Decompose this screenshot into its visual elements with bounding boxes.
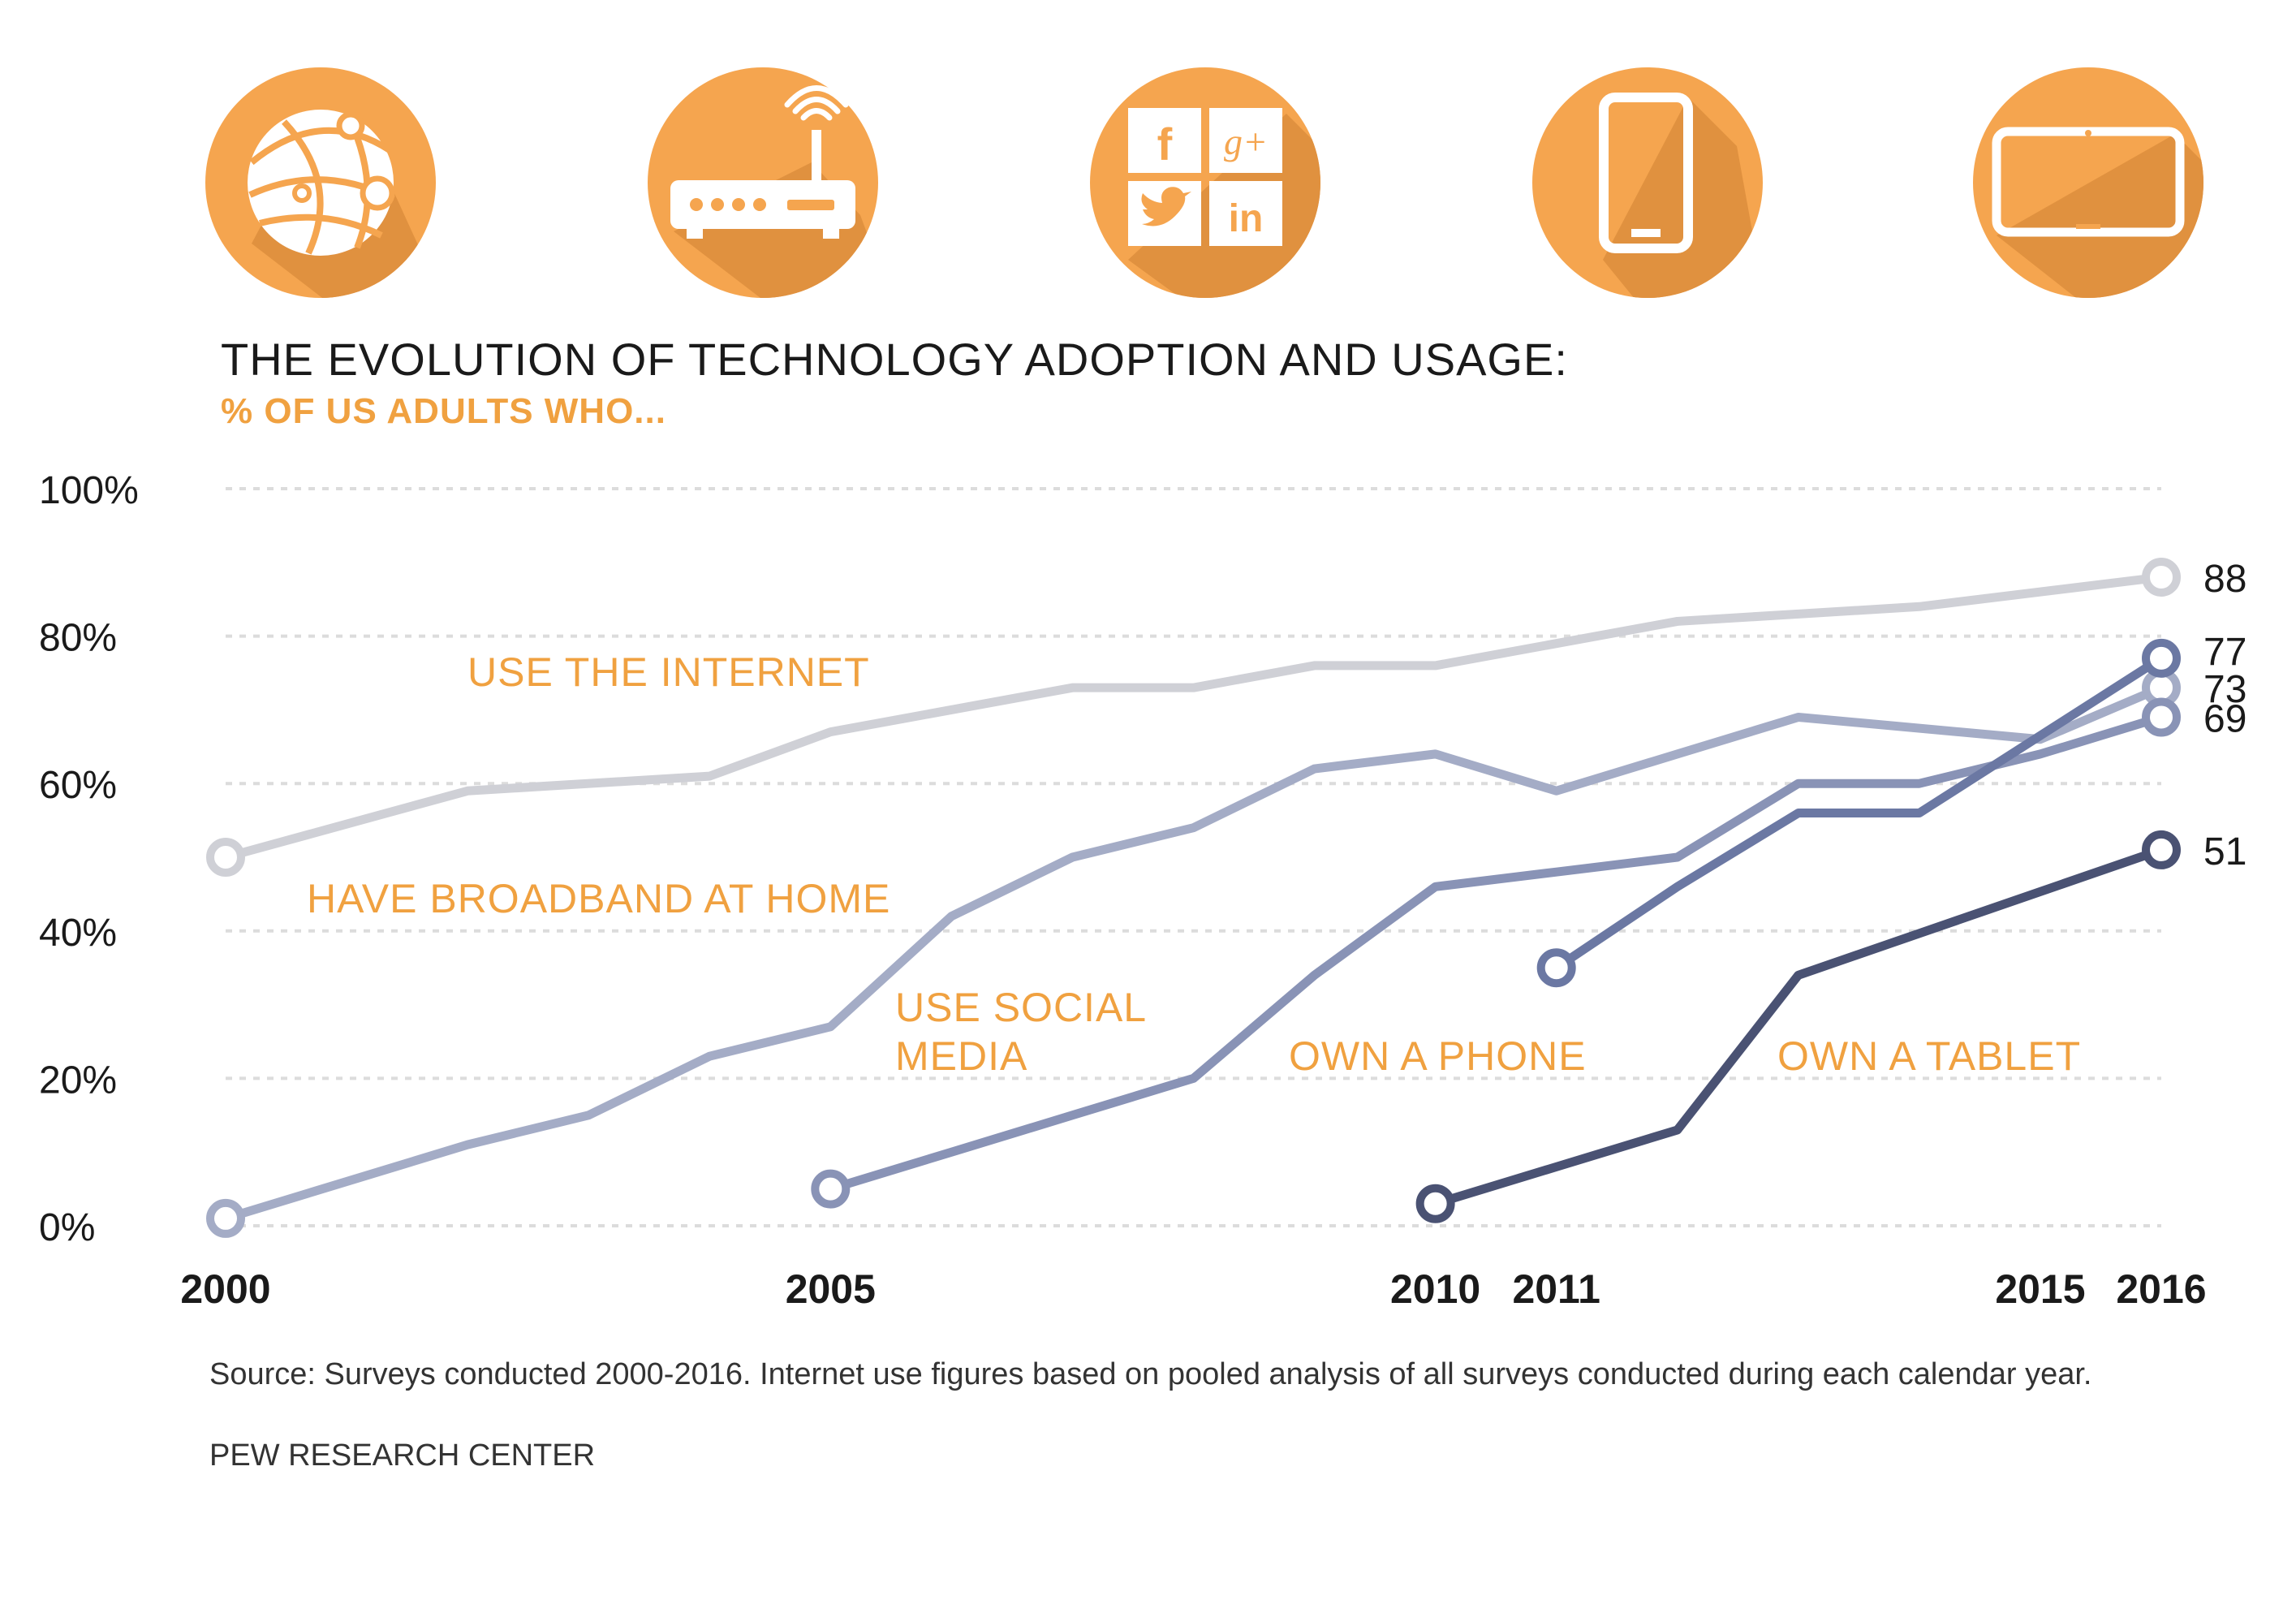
svg-text:in: in: [1229, 197, 1264, 240]
credit-line: PEW RESEARCH CENTER: [209, 1438, 596, 1473]
series-line: [221, 683, 2166, 1223]
series-end-marker: [2142, 697, 2181, 737]
series-label: HAVE BROADBAND AT HOME: [307, 876, 890, 921]
series-label: OWN A PHONE: [1289, 1033, 1587, 1079]
y-tick-label: 20%: [39, 1059, 117, 1102]
series-line: [221, 572, 2166, 862]
x-tick-label: 2016: [2116, 1266, 2206, 1312]
globe-network-icon: [205, 67, 436, 298]
series-label: USE SOCIAL MEDIA: [895, 985, 1147, 1079]
x-tick-label: 2015: [1995, 1266, 2085, 1312]
series-end-marker: [2142, 830, 2181, 869]
y-tick-label: 80%: [39, 617, 117, 660]
series-start-marker: [811, 1169, 851, 1209]
y-tick-label: 0%: [39, 1206, 95, 1249]
end-value-label: 88: [2203, 558, 2246, 601]
chart-subtitle: % OF US ADULTS WHO...: [221, 391, 666, 431]
tablet-icon: [1973, 67, 2203, 298]
x-tick-label: 2011: [1512, 1266, 1600, 1312]
y-axis-ticks: 0% 20% 40% 60% 80% 100%: [39, 469, 139, 1249]
end-value-label: 51: [2203, 830, 2246, 873]
x-tick-label: 2000: [180, 1266, 270, 1312]
series-line: [1431, 845, 2166, 1209]
y-tick-label: 100%: [39, 469, 139, 512]
gridlines: [226, 487, 2161, 1227]
end-value-label: 69: [2203, 697, 2246, 740]
series-start-marker: [206, 1198, 245, 1238]
series-labels: USE THE INTERNET HAVE BROADBAND AT HOME US…: [307, 649, 2081, 1079]
wifi-router-icon: [648, 67, 878, 298]
series-start-marker: [206, 838, 245, 877]
series-start-marker: [1536, 948, 1576, 988]
series-label: OWN A TABLET: [1777, 1033, 2081, 1079]
svg-text:g+: g+: [1224, 121, 1268, 162]
line-chart: 0%20%40%60%80%100% 2000 2005 2010 2011 2015 2…: [39, 469, 2246, 1312]
series-markers: [206, 557, 2181, 1238]
y-tick-label: 40%: [39, 912, 117, 955]
source-note: Source: Surveys conducted 2000-2016. Int…: [209, 1357, 2092, 1391]
x-axis-ticks: 2000 2005 2010 2011 2015 2016: [180, 1266, 2206, 1312]
icon-row: f g+ in: [205, 67, 2203, 298]
series-end-marker: [2142, 638, 2181, 678]
svg-text:f: f: [1157, 119, 1173, 170]
chart-title: THE EVOLUTION OF TECHNOLOGY ADOPTION AND…: [221, 334, 1568, 385]
series-start-marker: [1415, 1184, 1455, 1223]
x-tick-label: 2005: [786, 1266, 876, 1312]
end-value-label: 77: [2203, 631, 2246, 674]
series-line: [1552, 653, 2166, 973]
smartphone-icon: [1532, 67, 1763, 298]
series-label: USE THE INTERNET: [467, 649, 870, 695]
series-end-marker: [2142, 557, 2181, 597]
social-media-icon: f g+ in: [1090, 67, 1320, 298]
series-lines: [221, 572, 2166, 1223]
series-line: [825, 712, 2166, 1194]
end-value-label: 73: [2203, 668, 2246, 711]
y-tick-label: 60%: [39, 764, 117, 807]
x-tick-label: 2010: [1390, 1266, 1480, 1312]
